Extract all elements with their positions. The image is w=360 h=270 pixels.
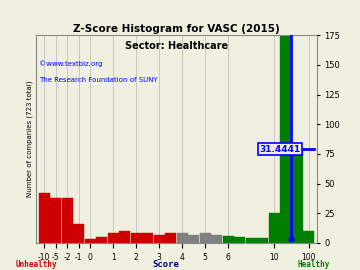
Text: Unhealthy: Unhealthy	[15, 260, 57, 269]
Bar	[303, 231, 314, 243]
Text: Score: Score	[152, 260, 179, 269]
Y-axis label: Number of companies (723 total): Number of companies (723 total)	[27, 81, 33, 197]
Bar	[188, 235, 199, 243]
Bar	[96, 237, 107, 243]
Text: ©www.textbiz.org: ©www.textbiz.org	[39, 60, 102, 67]
Bar	[85, 239, 95, 243]
Bar	[246, 238, 257, 243]
Bar	[131, 234, 141, 243]
Bar	[108, 234, 118, 243]
Bar	[154, 235, 165, 243]
Bar	[200, 234, 211, 243]
Bar	[292, 149, 303, 243]
Bar	[62, 198, 72, 243]
Bar	[165, 234, 176, 243]
Text: Sector: Healthcare: Sector: Healthcare	[125, 41, 228, 51]
Bar	[177, 234, 188, 243]
Bar	[119, 231, 130, 243]
Bar	[73, 224, 84, 243]
Bar	[211, 235, 222, 243]
Bar	[142, 234, 153, 243]
Text: The Research Foundation of SUNY: The Research Foundation of SUNY	[39, 77, 158, 83]
Bar	[257, 238, 268, 243]
Bar	[39, 193, 50, 243]
Text: Healthy: Healthy	[297, 260, 329, 269]
Title: Z-Score Histogram for VASC (2015): Z-Score Histogram for VASC (2015)	[73, 24, 280, 34]
Bar	[223, 236, 234, 243]
Bar	[269, 213, 280, 243]
Bar	[280, 35, 291, 243]
Bar	[50, 198, 61, 243]
Bar	[234, 237, 245, 243]
Text: 31.4441: 31.4441	[259, 145, 301, 154]
